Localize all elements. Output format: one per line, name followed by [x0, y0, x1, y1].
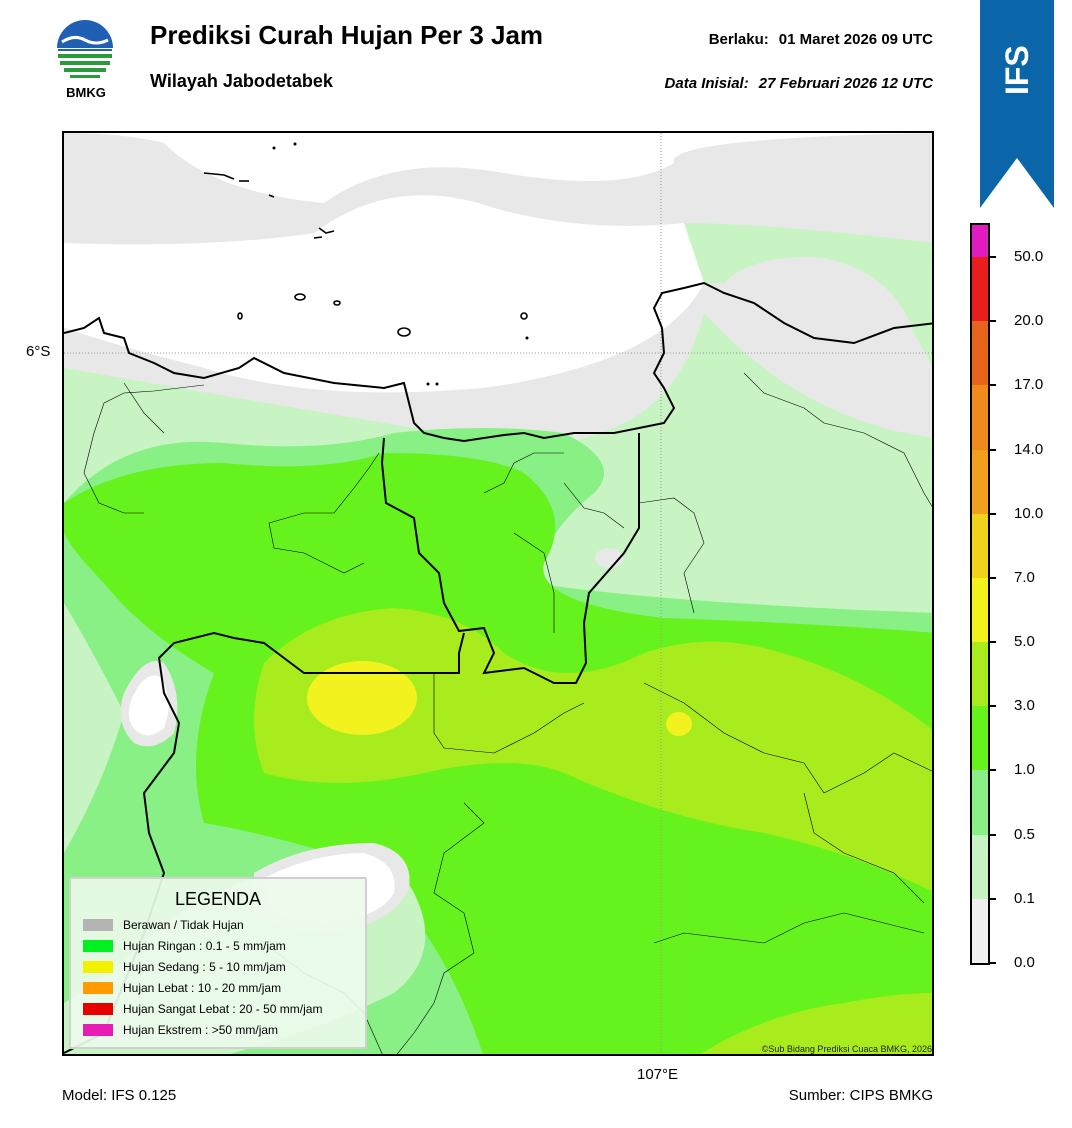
legend-swatch: [83, 939, 113, 952]
colorbar-tick: [988, 576, 996, 579]
colorbar-tick: [988, 512, 996, 515]
legend-item: Berawan / Tidak Hujan: [83, 917, 244, 933]
latitude-label: 6°S: [26, 343, 51, 360]
legend-swatch: [83, 960, 113, 973]
colorbar-tick: [988, 448, 996, 451]
legend: LEGENDA Berawan / Tidak Hujan Hujan Ring…: [69, 877, 367, 1049]
colorbar-segment: [972, 706, 988, 771]
legend-swatch: [83, 1023, 113, 1036]
colorbar: [970, 223, 990, 965]
colorbar-tick-label: 5.0: [1014, 633, 1035, 651]
ifs-ribbon: IFS: [980, 0, 1054, 210]
colorbar-segment: [972, 898, 988, 963]
colorbar-tick-label: 0.1: [1014, 889, 1035, 907]
colorbar-tick: [988, 769, 996, 772]
colorbar-segment: [972, 225, 988, 258]
source-label: Sumber: CIPS BMKG: [788, 1087, 933, 1104]
valid-time: Berlaku: 01 Maret 2026 09 UTC: [709, 31, 933, 48]
legend-label: Hujan Sangat Lebat : 20 - 50 mm/jam: [123, 1001, 323, 1016]
colorbar-segment: [972, 834, 988, 899]
legend-swatch: [83, 1002, 113, 1015]
colorbar-tick: [988, 833, 996, 836]
colorbar-tick-label: 0.0: [1014, 954, 1035, 971]
logo-text: BMKG: [66, 85, 106, 100]
valid-label: Berlaku:: [708, 31, 769, 48]
colorbar-segment: [972, 385, 988, 450]
colorbar-tick: [988, 897, 996, 900]
colorbar-tick-label: 3.0: [1014, 697, 1035, 715]
ribbon-shape-icon: [980, 0, 1054, 208]
colorbar-segment: [972, 321, 988, 386]
legend-swatch: [83, 981, 113, 994]
legend-label: Berawan / Tidak Hujan: [123, 917, 244, 932]
legend-swatch: [83, 918, 113, 931]
colorbar-tick-label: 1.0: [1014, 761, 1035, 779]
legend-label: Hujan Ekstrem : >50 mm/jam: [123, 1022, 279, 1037]
colorbar-tick: [988, 384, 996, 387]
copyright-text: ©Sub Bidang Prediksi Cuaca BMKG, 2026: [761, 1044, 932, 1054]
initial-time: Data Inisial: 27 Februari 2026 12 UTC: [665, 75, 933, 92]
colorbar-tick-label: 0.5: [1014, 825, 1035, 843]
legend-item: Hujan Sedang : 5 - 10 mm/jam: [83, 959, 286, 975]
colorbar-segment: [972, 513, 988, 578]
longitude-label: 107°E: [637, 1066, 679, 1083]
colorbar-segment: [972, 642, 988, 707]
legend-item: Hujan Sangat Lebat : 20 - 50 mm/jam: [83, 1001, 322, 1017]
legend-label: Hujan Ringan : 0.1 - 5 mm/jam: [123, 938, 286, 953]
legend-item: Hujan Ringan : 0.1 - 5 mm/jam: [83, 938, 286, 954]
colorbar-tick-label: 50.0: [1014, 248, 1044, 266]
legend-title: LEGENDA: [174, 889, 262, 909]
legend-item: Hujan Ekstrem : >50 mm/jam: [83, 1022, 278, 1038]
bmkg-logo-icon: [55, 20, 115, 83]
colorbar-tick: [988, 641, 996, 644]
colorbar-tick-label: 17.0: [1014, 376, 1044, 394]
initial-value: 27 Februari 2026 12 UTC: [758, 75, 933, 92]
valid-value: 01 Maret 2026 09 UTC: [778, 31, 933, 48]
colorbar-tick: [988, 962, 996, 964]
colorbar-tick: [988, 256, 996, 259]
legend-label: Hujan Sedang : 5 - 10 mm/jam: [123, 959, 286, 974]
colorbar-segment: [972, 257, 988, 322]
colorbar-segment: [972, 770, 988, 835]
colorbar-tick-label: 7.0: [1014, 568, 1035, 586]
page-subtitle: Wilayah Jabodetabek: [150, 71, 333, 91]
colorbar-tick-label: 10.0: [1014, 504, 1044, 522]
colorbar-segment: [972, 577, 988, 643]
colorbar-tick-label: 20.0: [1014, 312, 1044, 330]
page-title: Prediksi Curah Hujan Per 3 Jam: [150, 20, 544, 50]
initial-label: Data Inisial:: [664, 75, 749, 92]
colorbar-tick: [988, 320, 996, 323]
legend-item: Hujan Lebat : 10 - 20 mm/jam: [83, 980, 281, 996]
legend-label: Hujan Lebat : 10 - 20 mm/jam: [123, 980, 282, 995]
colorbar-tick: [988, 705, 996, 708]
colorbar-tick-label: 14.0: [1014, 440, 1044, 458]
colorbar-segment: [972, 449, 988, 514]
ribbon-label: IFS: [999, 45, 1035, 95]
model-label: Model: IFS 0.125: [62, 1087, 177, 1104]
